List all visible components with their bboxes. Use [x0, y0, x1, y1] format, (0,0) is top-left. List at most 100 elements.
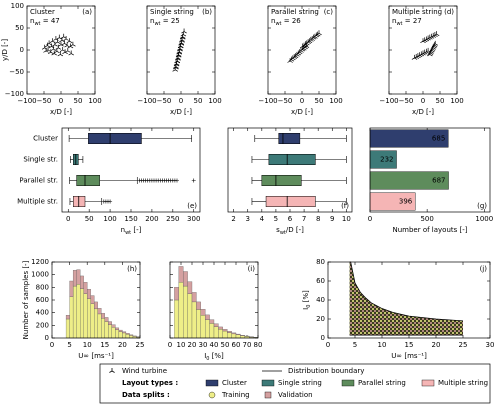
panel-title: Multiple string: [392, 8, 442, 16]
axes-frame: [51, 261, 141, 339]
legend-swatch: [264, 391, 272, 399]
x-axis-label: x/D [-]: [412, 108, 434, 116]
panel-label: (i): [248, 265, 256, 273]
wind-turbine: [181, 28, 187, 34]
x-axis-label: x/D [-]: [170, 108, 192, 116]
x-tick-label: 4: [260, 215, 265, 223]
hist-bar: [101, 318, 105, 339]
y-tick-label: 20: [316, 315, 325, 323]
panel-title: Cluster: [30, 8, 55, 16]
wind-turbine: [433, 31, 440, 36]
hist-bar: [205, 319, 210, 339]
subscript: wt: [275, 21, 281, 27]
subscript: 0: [206, 356, 209, 362]
y-tick-label: 100: [11, 2, 24, 10]
legend-marker: [109, 368, 115, 373]
wind-turbine: [316, 30, 322, 36]
subscript: 0: [306, 305, 312, 308]
text-part: [%]: [302, 290, 310, 305]
category-label: Parallel str.: [19, 177, 58, 185]
x-tick-label: −100: [17, 97, 36, 105]
hist-bar: [87, 289, 91, 299]
wind-turbine: [58, 41, 64, 47]
hist-bar: [83, 293, 88, 339]
hist-bar: [125, 333, 130, 335]
value-label: 687: [432, 177, 445, 185]
wind-turbine: [54, 39, 61, 44]
axes-frame: [267, 5, 337, 95]
x-tick-label: 0: [168, 341, 172, 349]
hist-bar: [94, 301, 98, 310]
hist-bar: [218, 326, 223, 330]
x-axis-label: x/D [-]: [291, 108, 313, 116]
hist-bar: [129, 334, 134, 336]
x-tick-label: 0: [66, 215, 70, 223]
axes-frame: [61, 127, 201, 213]
axes-frame: [227, 127, 353, 213]
wind-turbine: [68, 50, 74, 56]
panel-label: (b): [202, 8, 212, 16]
boundary-line: [349, 261, 464, 322]
x-tick-label: 0: [326, 341, 330, 349]
category-label: Cluster: [33, 135, 58, 143]
text-part: n: [392, 17, 396, 25]
axes-frame: [369, 127, 491, 213]
y-tick-label: 200: [36, 321, 49, 329]
wind-turbine: [55, 44, 62, 50]
hist-bar: [76, 284, 81, 339]
axes-frame: [26, 5, 96, 95]
panel-label: (d): [444, 8, 454, 16]
wind-turbine: [52, 41, 58, 47]
text-part: n: [150, 17, 154, 25]
hist-bar: [108, 321, 112, 325]
count-label: nwt = 27: [392, 17, 422, 27]
count-label: nwt = 26: [271, 17, 301, 27]
hist-bar: [97, 313, 102, 339]
hist-bar: [115, 329, 120, 339]
box: [88, 133, 142, 144]
y-tick-label: −50: [9, 68, 24, 76]
y-tick-label: 80: [316, 258, 325, 266]
x-tick-label: 7: [302, 215, 306, 223]
box: [76, 175, 100, 186]
subscript: wt: [280, 230, 286, 236]
x-tick-label: −50: [278, 97, 293, 105]
hist-bar: [83, 282, 88, 294]
x-tick-label: 50: [85, 215, 94, 223]
x-tick-label: 100: [208, 97, 221, 105]
flier: [175, 178, 179, 183]
wind-turbine: [51, 50, 57, 56]
hist-bar: [115, 327, 120, 330]
wind-turbine: [53, 36, 59, 41]
hist-bar: [104, 321, 109, 339]
x-tick-label: 20: [432, 341, 441, 349]
x-tick-label: 10: [83, 341, 92, 349]
hist-bar: [111, 327, 116, 339]
y-tick-label: 50: [15, 24, 24, 32]
legend-label: Parallel string: [358, 379, 406, 387]
hist-bar: [213, 323, 219, 327]
x-axis-label: I0 [%]: [204, 352, 224, 362]
hist-bar: [87, 298, 91, 339]
x-tick-label: −100: [379, 97, 398, 105]
hist-bar: [240, 335, 245, 336]
x-tick-label: 10: [378, 341, 387, 349]
text-part: = 27: [403, 17, 422, 25]
wind-turbine: [61, 40, 68, 46]
y-tick-label: 40: [316, 296, 325, 304]
legend-swatch: [205, 379, 219, 387]
axes-frame: [388, 5, 458, 95]
x-tick-label: 50: [194, 97, 203, 105]
x-tick-label: 200: [145, 215, 158, 223]
x-tick-label: 50: [436, 97, 445, 105]
hist-bar: [213, 326, 219, 339]
value-label: 685: [432, 135, 445, 143]
value-label: 232: [380, 156, 393, 164]
hist-bar: [200, 309, 206, 316]
x-tick-label: 5: [67, 341, 71, 349]
hist-bar: [80, 288, 84, 339]
hist-bar: [97, 308, 102, 315]
x-tick-label: 40: [210, 341, 219, 349]
text-part: [%]: [209, 352, 224, 360]
x-tick-label: 0: [368, 215, 372, 223]
